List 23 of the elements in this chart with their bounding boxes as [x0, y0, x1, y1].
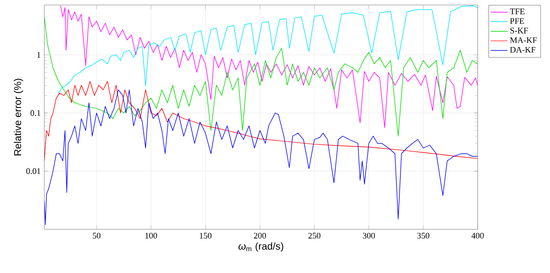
y-tick-label: 1	[37, 52, 40, 58]
line-series	[44, 90, 478, 225]
x-tick-label: 50	[92, 232, 100, 239]
x-tick-label: 200	[254, 232, 266, 239]
line-series	[58, 5, 478, 94]
legend-label: TFE	[510, 8, 524, 14]
legend-label: PFE	[510, 18, 524, 24]
x-tick-label: 300	[362, 232, 375, 239]
line-series	[60, 5, 478, 128]
legend-label: S-KF	[510, 28, 528, 34]
x-tick-label: 100	[145, 232, 158, 239]
legend-label: MA-KF	[510, 37, 537, 43]
legend-label: DA-KF	[510, 46, 536, 53]
line-series	[44, 16, 478, 136]
x-tick-label: 150	[200, 232, 212, 239]
x-tick-label: 250	[308, 232, 320, 239]
x-tick-label: 400	[472, 232, 484, 239]
y-tick-label: 0.01	[26, 168, 40, 174]
line-series	[44, 81, 478, 162]
y-axis-title: Relative error (%)	[14, 78, 24, 156]
y-tick-label: 0.1	[30, 110, 40, 116]
x-tick-label: 350	[417, 232, 430, 239]
x-axis-title: ω$_{m}$ (rad/s)	[238, 242, 284, 252]
